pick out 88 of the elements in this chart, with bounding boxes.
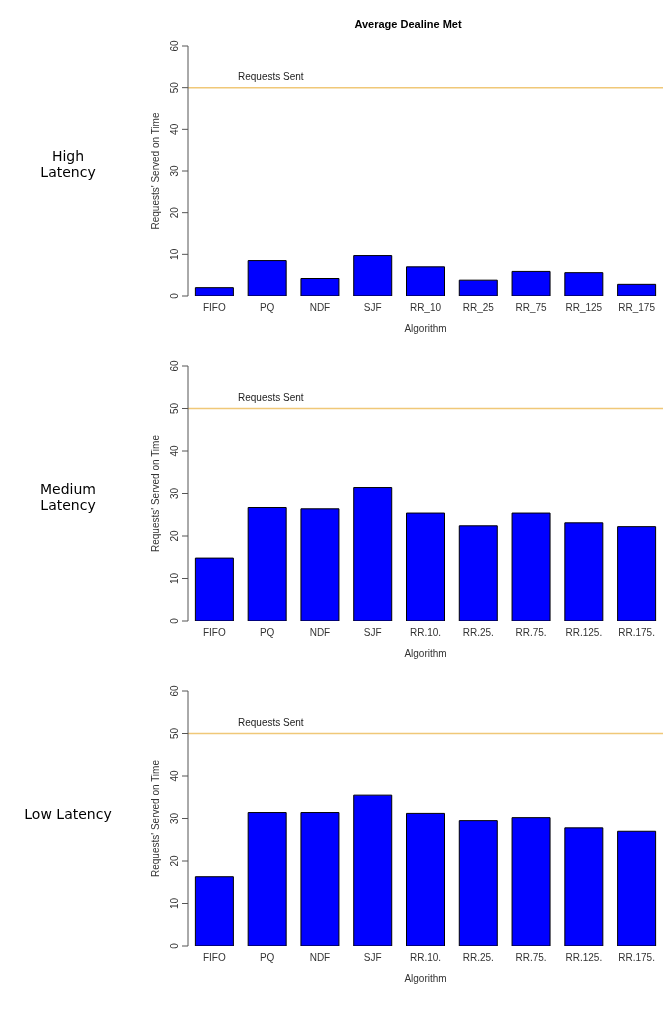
bar xyxy=(511,512,551,621)
bar xyxy=(300,278,340,296)
x-tick-label: RR.175. xyxy=(618,627,655,639)
bar xyxy=(406,512,445,621)
y-axis-title: Requests' Served on Time xyxy=(149,112,161,230)
bar xyxy=(564,827,604,946)
bar xyxy=(406,812,445,946)
bar xyxy=(458,820,498,946)
y-tick-label: 0 xyxy=(169,292,180,299)
y-tick-label: 60 xyxy=(169,360,180,372)
ref-line-label: Requests Sent xyxy=(238,70,304,82)
bar xyxy=(406,266,445,296)
x-axis-title: Algorithm xyxy=(404,973,447,984)
x-tick-label: SJF xyxy=(363,627,382,639)
y-tick-label: 40 xyxy=(169,123,180,135)
bar xyxy=(247,260,287,296)
ref-line-label: Requests Sent xyxy=(238,391,304,403)
y-tick-label: 0 xyxy=(169,617,180,624)
bar xyxy=(458,525,498,621)
x-tick-label: RR_125 xyxy=(565,302,603,314)
x-tick-label: RR_10 xyxy=(409,302,442,314)
bar xyxy=(353,255,393,296)
y-tick-label: 0 xyxy=(169,942,180,949)
bar xyxy=(247,507,287,621)
y-tick-label: 40 xyxy=(169,770,180,782)
x-axis-title: Algorithm xyxy=(404,648,447,659)
y-tick-label: 10 xyxy=(169,572,180,585)
y-tick-label: 20 xyxy=(169,206,180,219)
text: Low Latency xyxy=(23,805,113,822)
x-tick-label: NDF xyxy=(309,627,331,639)
text: High Latency xyxy=(39,148,97,180)
bar xyxy=(617,830,657,946)
x-tick-label: FIFO xyxy=(203,302,226,314)
x-tick-label: PQ xyxy=(259,627,275,639)
y-axis-title: Requests' Served on Time xyxy=(149,434,161,552)
x-tick-label: RR.175. xyxy=(618,952,655,964)
bar xyxy=(458,279,498,296)
bar xyxy=(511,270,551,296)
y-tick-label: 40 xyxy=(169,445,180,457)
x-tick-label: RR.10. xyxy=(409,952,442,964)
x-tick-label: RR.75. xyxy=(515,627,547,639)
bar xyxy=(617,526,657,621)
y-tick-label: 30 xyxy=(169,487,180,500)
bar xyxy=(194,876,234,946)
x-tick-label: RR.125. xyxy=(565,627,603,639)
bar xyxy=(617,283,657,296)
x-tick-label: PQ xyxy=(259,952,275,964)
bar xyxy=(564,522,604,621)
y-tick-label: 50 xyxy=(169,727,180,740)
x-axis-title: Algorithm xyxy=(404,323,447,334)
x-tick-label: RR.75. xyxy=(515,952,547,964)
bar xyxy=(353,794,393,946)
bar xyxy=(300,508,340,621)
x-tick-label: RR.125. xyxy=(565,952,603,964)
x-tick-label: NDF xyxy=(309,952,331,964)
bar xyxy=(247,812,287,946)
y-tick-label: 50 xyxy=(169,402,180,415)
x-tick-label: RR_175 xyxy=(618,302,656,314)
y-tick-label: 10 xyxy=(169,248,180,260)
x-tick-label: RR.25. xyxy=(462,627,494,639)
y-tick-label: 20 xyxy=(169,530,180,542)
x-tick-label: RR_75 xyxy=(515,302,548,314)
ref-line-label: Requests Sent xyxy=(238,716,304,728)
x-tick-label: SJF xyxy=(363,302,382,314)
bar xyxy=(194,287,234,296)
x-tick-label: RR_25 xyxy=(462,302,495,314)
y-tick-label: 30 xyxy=(169,812,180,825)
chart-title: Average Dealine Met xyxy=(353,18,463,30)
x-tick-label: FIFO xyxy=(203,952,226,964)
y-tick-label: 30 xyxy=(169,165,180,177)
x-tick-label: RR.10. xyxy=(409,627,442,639)
y-axis-title: Requests' Served on Time xyxy=(149,759,161,877)
y-tick-label: 60 xyxy=(169,685,180,697)
x-tick-label: SJF xyxy=(363,952,382,964)
text: Medium Latency xyxy=(39,480,97,513)
x-tick-label: RR.25. xyxy=(462,952,494,964)
y-tick-label: 50 xyxy=(169,81,180,94)
y-tick-label: 60 xyxy=(169,40,180,52)
x-tick-label: PQ xyxy=(259,302,275,314)
x-tick-label: FIFO xyxy=(203,627,226,639)
bar xyxy=(194,557,234,621)
bar xyxy=(300,812,340,946)
x-tick-label: NDF xyxy=(309,302,331,314)
y-tick-label: 10 xyxy=(169,897,180,910)
bar xyxy=(511,817,551,946)
bar xyxy=(353,487,393,621)
bar xyxy=(564,272,604,296)
y-tick-label: 20 xyxy=(169,855,180,867)
